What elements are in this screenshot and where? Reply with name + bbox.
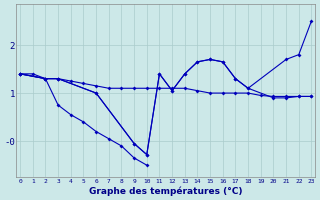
X-axis label: Graphe des températures (°C): Graphe des températures (°C) <box>89 186 243 196</box>
